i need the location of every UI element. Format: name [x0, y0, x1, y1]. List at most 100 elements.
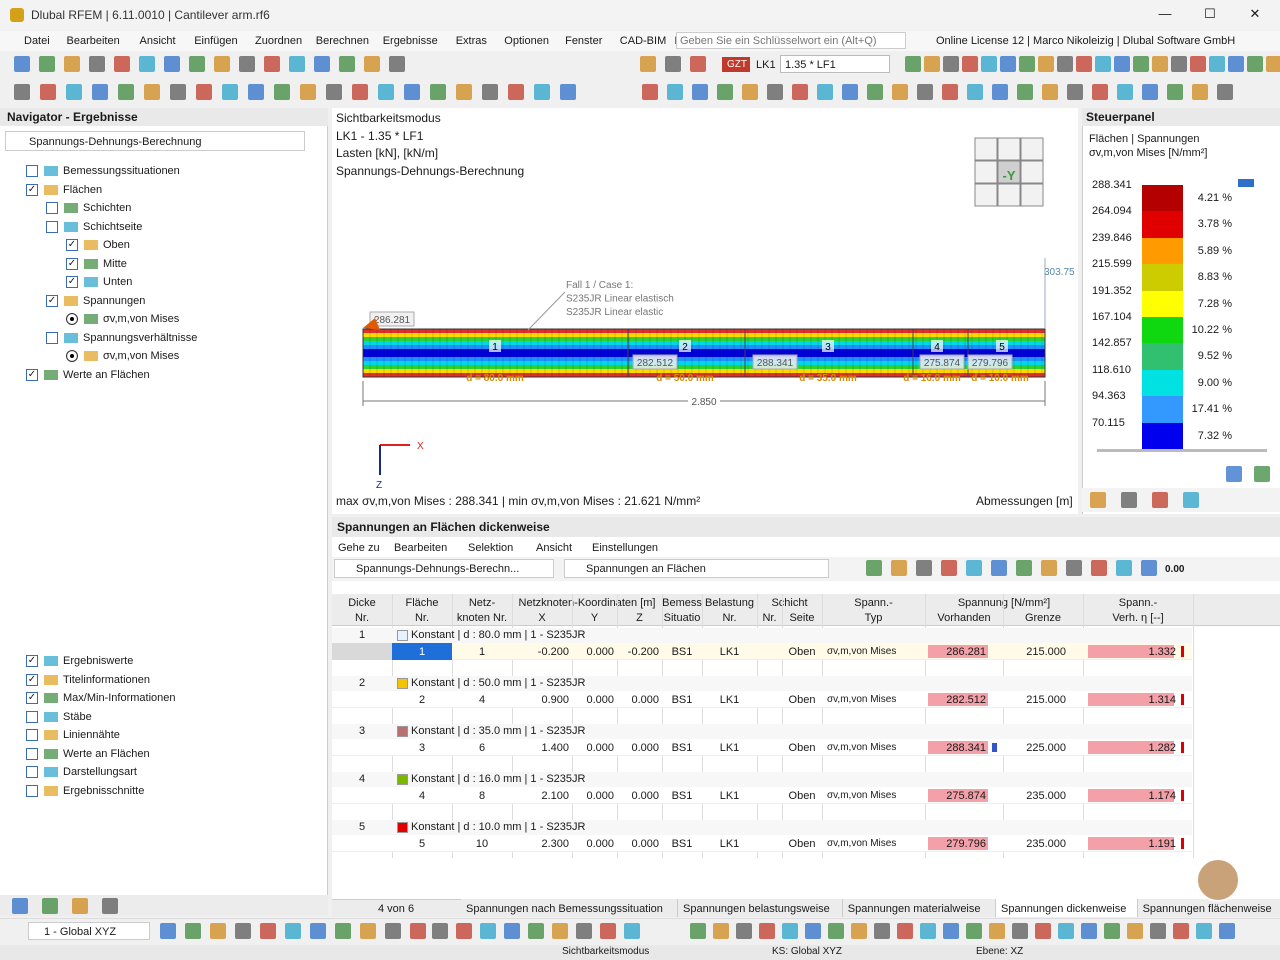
coordinate-system[interactable]: 1 - Global XYZ [44, 926, 117, 938]
table-menu-item[interactable]: Einstellungen [592, 542, 659, 554]
toolbar-icon[interactable] [805, 923, 821, 939]
toolbar-icon[interactable] [534, 84, 550, 100]
tree-item[interactable]: Spannungsverhältnisse [83, 331, 198, 344]
toolbar-icon[interactable] [185, 923, 201, 939]
toolbar-icon[interactable] [42, 898, 58, 914]
toolbar-icon[interactable] [1192, 84, 1208, 100]
toolbar-icon[interactable] [1127, 923, 1143, 939]
toolbar-icon[interactable] [1209, 56, 1225, 72]
toolbar-icon[interactable] [1104, 923, 1120, 939]
toolbar-icon[interactable] [966, 923, 982, 939]
toolbar-icon[interactable] [189, 56, 205, 72]
checkbox[interactable]: ✓ [66, 276, 78, 288]
menu-item[interactable]: Fenster [565, 35, 603, 47]
toolbar-icon[interactable] [962, 56, 978, 72]
toolbar-icon[interactable] [339, 56, 355, 72]
toolbar-icon[interactable] [1217, 84, 1233, 100]
toolbar-icon[interactable] [92, 84, 108, 100]
toolbar-icon[interactable] [239, 56, 255, 72]
toolbar-icon[interactable] [624, 923, 640, 939]
toolbar-icon[interactable] [917, 84, 933, 100]
toolbar-icon[interactable] [941, 560, 957, 576]
toolbar-icon[interactable] [1173, 923, 1189, 939]
toolbar-icon[interactable] [352, 84, 368, 100]
toolbar-icon[interactable] [1000, 56, 1016, 72]
toolbar-icon[interactable] [1152, 56, 1168, 72]
toolbar-icon[interactable] [1095, 56, 1111, 72]
tree-item[interactable]: Werte an Flächen [63, 368, 150, 381]
toolbar-icon[interactable] [640, 56, 656, 72]
toolbar-icon[interactable] [66, 84, 82, 100]
toolbar-icon[interactable] [690, 56, 706, 72]
toolbar-icon[interactable] [1141, 560, 1157, 576]
menu-item[interactable]: Optionen [504, 35, 549, 47]
toolbar-icon[interactable] [690, 923, 706, 939]
toolbar-icon[interactable] [792, 84, 808, 100]
toolbar-icon[interactable] [1019, 56, 1035, 72]
menu-item[interactable]: Zuordnen [255, 35, 303, 47]
toolbar-icon[interactable] [1076, 56, 1092, 72]
toolbar-icon[interactable] [378, 84, 394, 100]
toolbar-icon[interactable] [891, 560, 907, 576]
checkbox[interactable]: ✓ [26, 183, 38, 196]
table-menu-item[interactable]: Ansicht [536, 542, 573, 554]
menu-item[interactable]: Ergebnisse [382, 35, 438, 47]
checkbox[interactable]: ✓ [46, 294, 58, 307]
tree-item[interactable]: Mitte [103, 257, 127, 270]
toolbar-icon[interactable] [1114, 56, 1130, 72]
toolbar-icon[interactable] [1190, 56, 1206, 72]
toolbar-icon[interactable] [1183, 492, 1199, 508]
toolbar-icon[interactable] [767, 84, 783, 100]
toolbar-icon[interactable] [1038, 56, 1054, 72]
toolbar-icon[interactable] [480, 923, 496, 939]
tab-label[interactable]: Spannungen dickenweise [1001, 903, 1127, 915]
tree-item[interactable]: Werte an Flächen [63, 747, 150, 760]
toolbar-icon[interactable] [991, 560, 1007, 576]
toolbar-icon[interactable] [1041, 560, 1057, 576]
toolbar-icon[interactable] [1117, 84, 1133, 100]
toolbar-icon[interactable] [139, 56, 155, 72]
tab[interactable] [1137, 899, 1280, 917]
toolbar-icon[interactable] [1152, 492, 1168, 508]
toolbar-icon[interactable] [665, 56, 681, 72]
combo-value[interactable]: 1.35 * LF1 [785, 59, 836, 71]
tree-item[interactable]: Titelinformationen [63, 673, 151, 686]
dropdown-left-value[interactable]: Spannungs-Dehnungs-Berechn... [356, 563, 520, 575]
toolbar-icon[interactable] [164, 56, 180, 72]
menu-item[interactable]: Datei [24, 35, 50, 47]
table-menu-item[interactable]: Bearbeiten [394, 542, 448, 554]
toolbar-icon[interactable] [72, 898, 88, 914]
toolbar-icon[interactable] [642, 84, 658, 100]
toolbar-icon[interactable] [1016, 560, 1032, 576]
toolbar-icon[interactable] [170, 84, 186, 100]
menu-item[interactable]: Extras [455, 35, 487, 47]
toolbar-icon[interactable] [1247, 56, 1263, 72]
toolbar-icon[interactable] [300, 84, 316, 100]
toolbar-icon[interactable] [404, 84, 420, 100]
toolbar-icon[interactable] [214, 56, 230, 72]
toolbar-icon[interactable] [600, 923, 616, 939]
checkbox[interactable] [46, 202, 58, 214]
toolbar-icon[interactable] [360, 923, 376, 939]
toolbar-icon[interactable] [943, 56, 959, 72]
tab-label[interactable]: Spannungen flächenweise [1142, 903, 1272, 915]
toolbar-icon[interactable] [1092, 84, 1108, 100]
toolbar-icon[interactable] [874, 923, 890, 939]
toolbar-icon[interactable] [892, 84, 908, 100]
toolbar-icon[interactable] [667, 84, 683, 100]
toolbar-icon[interactable] [210, 923, 226, 939]
toolbar-icon[interactable] [248, 84, 264, 100]
toolbar-icon[interactable] [967, 84, 983, 100]
toolbar-icon[interactable] [1017, 84, 1033, 100]
toolbar-icon[interactable] [1150, 923, 1166, 939]
table-menu-item[interactable]: Selektion [468, 542, 514, 554]
window-button[interactable]: ✕ [1249, 6, 1261, 21]
toolbar-icon[interactable] [1066, 560, 1082, 576]
toolbar-icon[interactable] [314, 56, 330, 72]
window-button[interactable]: — [1158, 6, 1172, 21]
toolbar-icon[interactable] [842, 84, 858, 100]
toolbar-icon[interactable] [430, 84, 446, 100]
toolbar-icon[interactable] [456, 923, 472, 939]
tree-item[interactable]: Ergebnisschnitte [63, 784, 145, 797]
toolbar-icon[interactable] [1091, 560, 1107, 576]
